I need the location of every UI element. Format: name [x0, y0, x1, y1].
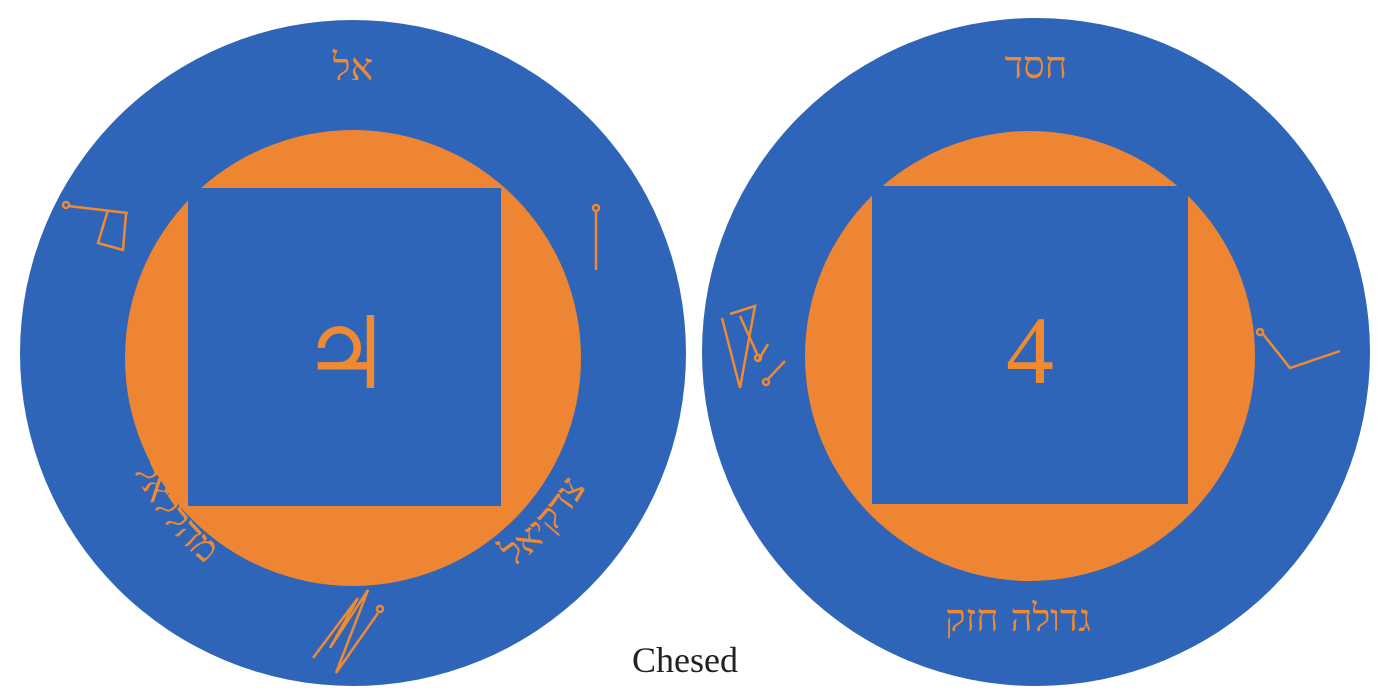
left-top-hebrew: אל: [332, 45, 374, 89]
sigil-left-icon: [720, 304, 786, 389]
caption: Chesed: [632, 640, 738, 680]
sigil-right-icon: [591, 203, 601, 270]
jupiter-symbol: ♃: [301, 295, 391, 412]
right-talisman: חסד גדולה חזק 4: [700, 16, 1372, 688]
right-talisman-svg: חסד גדולה חזק 4: [702, 18, 1370, 686]
right-bottom-hebrew: גדולה חזק: [945, 596, 1091, 640]
sigil-bottom-icon: [312, 589, 385, 674]
right-top-hebrew: חסד: [1005, 43, 1067, 87]
left-talisman-svg: אל מהללאל צדקיאל ♃: [20, 20, 686, 686]
sigil-left-icon: [61, 200, 129, 252]
sigil-right-icon: [1255, 327, 1341, 370]
left-talisman: אל מהללאל צדקיאל ♃: [18, 18, 688, 688]
left-center-square: [188, 188, 501, 506]
right-center-square: [872, 186, 1188, 504]
number-four: 4: [1006, 297, 1054, 404]
